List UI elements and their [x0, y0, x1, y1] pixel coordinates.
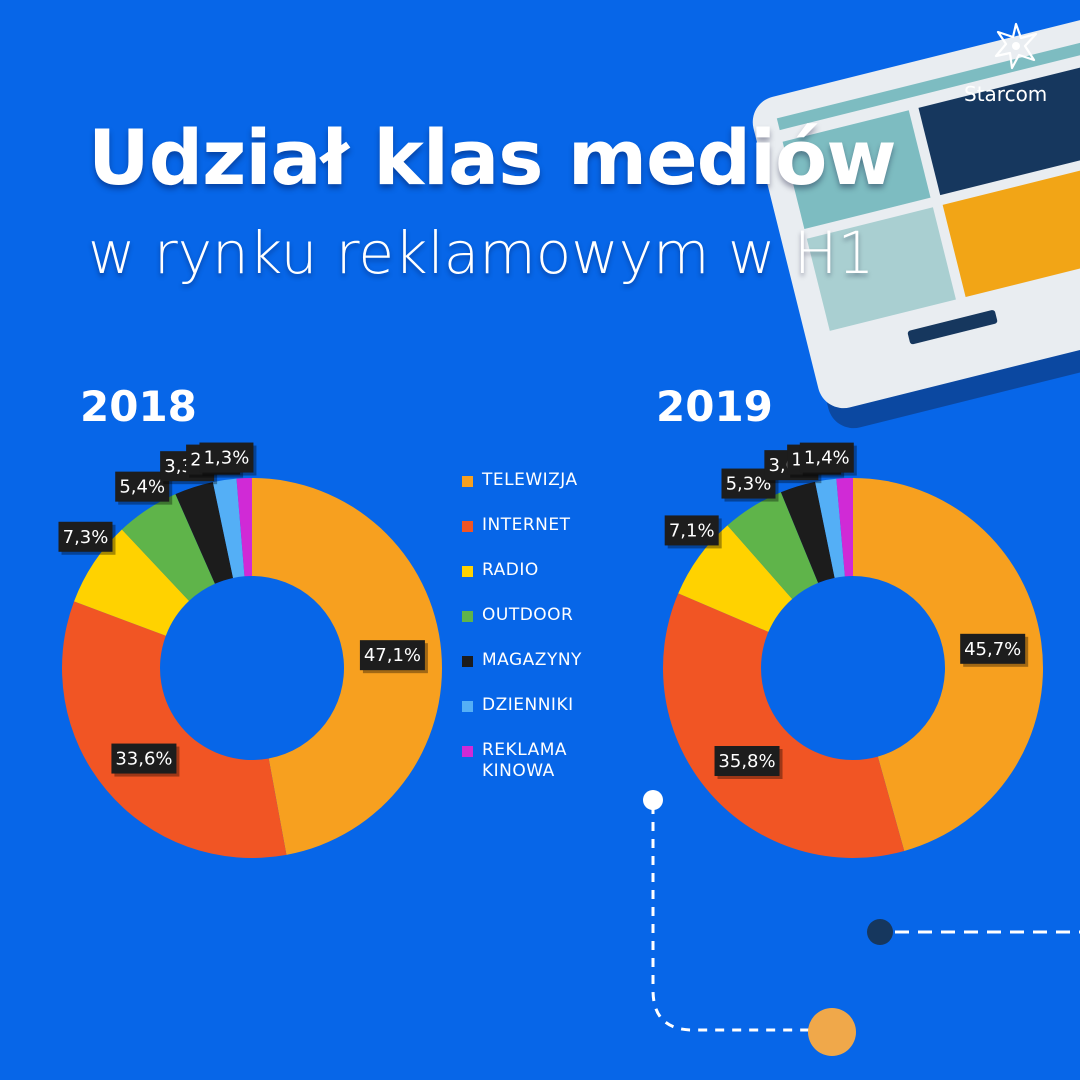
data-label: 33,6% [111, 743, 180, 777]
data-label-text: 1,4% [804, 448, 850, 469]
slice-internet [61, 601, 287, 859]
legend-item-magazyny: MAGAZYNY [462, 650, 622, 671]
legend-label: REKLAMA KINOWA [482, 740, 567, 781]
legend-item-outdoor: OUTDOOR [462, 605, 622, 626]
data-label: 5,3% [721, 468, 779, 502]
data-label: 1,3% [199, 442, 257, 476]
data-label-text: 7,1% [669, 520, 715, 541]
legend-item-internet: INTERNET [462, 515, 622, 536]
data-label-text: 47,1% [364, 645, 421, 666]
slice-internet [662, 593, 905, 859]
chart-title-2018: 2018 [80, 382, 197, 431]
legend-swatch [462, 566, 473, 577]
donut-chart-2019: 45,7%35,8%7,1%5,3%3,0%1,8%1,4% [662, 442, 1044, 859]
legend-swatch [462, 476, 473, 487]
data-label-text: 5,4% [119, 477, 165, 498]
legend-label: RADIO [482, 560, 539, 580]
legend-item-reklama-kinowa: REKLAMA KINOWA [462, 740, 622, 782]
legend: TELEWIZJA INTERNET RADIO OUTDOOR MAGAZYN… [462, 470, 622, 806]
slice-radio [678, 525, 793, 632]
legend-swatch [462, 656, 473, 667]
legend-swatch [462, 746, 473, 757]
legend-item-telewizja: TELEWIZJA [462, 470, 622, 491]
data-label: 45,7% [960, 633, 1029, 667]
slice-outdoor [727, 492, 819, 599]
legend-label: DZIENNIKI [482, 695, 574, 715]
dot-white [643, 790, 663, 810]
data-label: 7,3% [58, 521, 116, 555]
data-label-text: 1,3% [204, 448, 250, 469]
slice-telewizja [853, 477, 1044, 851]
slice-reklama-kinowa [836, 478, 853, 577]
slice-dzienniki [815, 478, 845, 578]
legend-item-dzienniki: DZIENNIKI [462, 695, 622, 716]
legend-swatch [462, 521, 473, 532]
slice-outdoor [121, 494, 215, 601]
dot-orange [808, 1008, 856, 1056]
slice-dzienniki [212, 478, 245, 578]
data-label-text: 45,7% [964, 639, 1021, 660]
data-label: 47,1% [359, 640, 428, 674]
legend-swatch [462, 701, 473, 712]
dot-navy [867, 919, 893, 945]
donut-chart-2018: 47,1%33,6%7,3%5,4%3,3%2,0%1,3% [58, 442, 443, 859]
brand-name: Starcom [964, 82, 1048, 106]
legend-label: INTERNET [482, 515, 571, 535]
monitor-illustration [752, 11, 1080, 429]
data-label: 7,1% [664, 515, 722, 549]
slice-magazyny [780, 481, 835, 583]
dotted-connector [643, 790, 1080, 1056]
slice-magazyny [175, 482, 234, 584]
data-label: 1,4% [799, 442, 857, 476]
data-label-text: 33,6% [115, 749, 172, 770]
page-subtitle: w rynku reklamowym w H1 [88, 219, 875, 287]
legend-label: MAGAZYNY [482, 650, 582, 670]
data-label-text: 5,3% [726, 474, 772, 495]
data-label-text: 7,3% [63, 527, 109, 548]
slice-reklama-kinowa [236, 478, 252, 577]
legend-label: TELEWIZJA [482, 470, 578, 490]
slice-radio [74, 529, 190, 636]
legend-item-radio: RADIO [462, 560, 622, 581]
starcom-logo-icon [994, 22, 1038, 70]
legend-swatch [462, 611, 473, 622]
page-title: Udział klas mediów [88, 113, 897, 202]
data-label: 35,8% [714, 746, 783, 780]
data-label-text: 35,8% [718, 751, 775, 772]
chart-title-2019: 2019 [656, 382, 773, 431]
slice-telewizja [252, 478, 443, 855]
legend-label: OUTDOOR [482, 605, 574, 625]
